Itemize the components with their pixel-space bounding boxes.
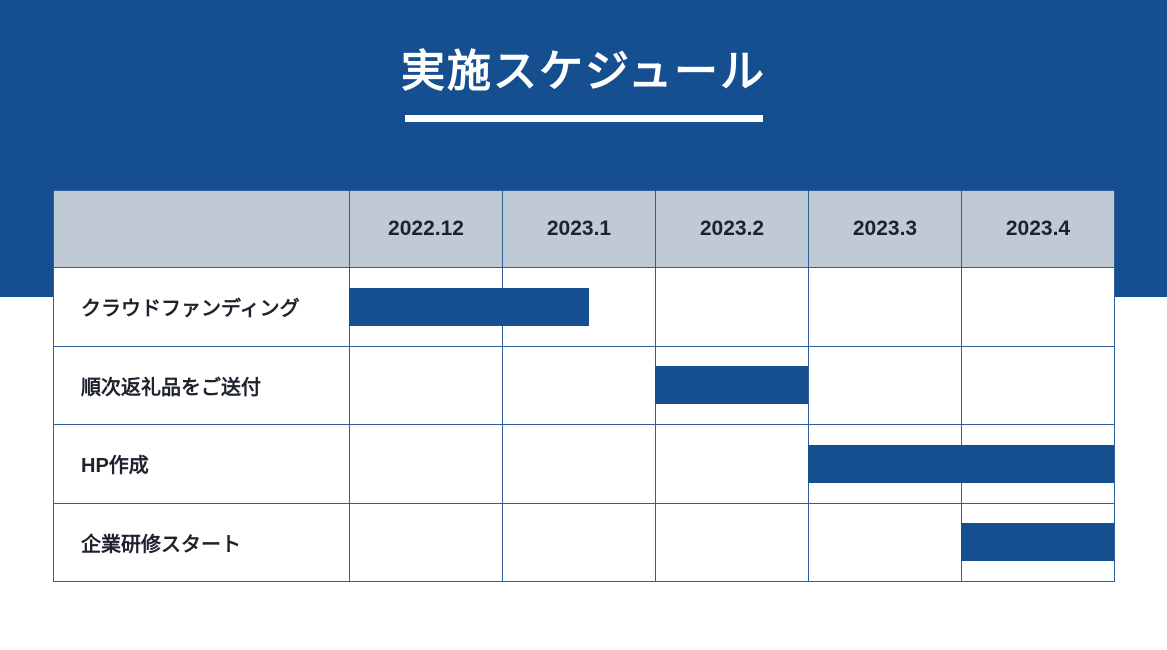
grid-cell (349, 346, 502, 424)
grid-cell (502, 425, 655, 503)
gantt-bar (349, 287, 590, 326)
grid-cell (655, 503, 808, 581)
task-label: クラウドファンディング (54, 268, 349, 346)
gantt-row-cells (349, 503, 1114, 581)
gantt-row-cells (349, 425, 1114, 503)
table-row: 企業研修スタート (54, 502, 1114, 581)
grid-cell (808, 503, 961, 581)
column-header-2023-3: 2023.3 (808, 191, 961, 267)
column-header-2022-12: 2022.12 (349, 191, 502, 267)
gantt-row-cells (349, 346, 1114, 424)
task-label: 企業研修スタート (54, 503, 349, 581)
grid-cell (502, 346, 655, 424)
gantt-bar (808, 444, 1114, 483)
grid-cell (655, 425, 808, 503)
task-label: 順次返礼品をご送付 (54, 346, 349, 424)
grid-cell (655, 268, 808, 346)
task-label: HP作成 (54, 425, 349, 503)
table-row: 順次返礼品をご送付 (54, 345, 1114, 424)
gantt-row-cells (349, 268, 1114, 346)
grid-cell (961, 346, 1114, 424)
column-header-2023-2: 2023.2 (655, 191, 808, 267)
page-title: 実施スケジュール (401, 47, 766, 96)
schedule-gantt-table: 2022.12 2023.1 2023.2 2023.3 2023.4 クラウド… (53, 190, 1115, 582)
grid-cell (502, 503, 655, 581)
column-header-2023-4: 2023.4 (961, 191, 1114, 267)
gantt-bar (961, 523, 1114, 562)
header-cell-empty (54, 191, 349, 267)
title-block: 実施スケジュール (0, 46, 1167, 122)
table-row: クラウドファンディング (54, 267, 1114, 346)
gantt-bar (655, 366, 808, 405)
header-cells: 2022.12 2023.1 2023.2 2023.3 2023.4 (349, 191, 1114, 267)
column-header-2023-1: 2023.1 (502, 191, 655, 267)
table-row: HP作成 (54, 424, 1114, 503)
table-header-row: 2022.12 2023.1 2023.2 2023.3 2023.4 (54, 191, 1114, 267)
grid-cell (349, 503, 502, 581)
grid-cell (961, 268, 1114, 346)
grid-cell (349, 425, 502, 503)
grid-cell (808, 346, 961, 424)
grid-cell (808, 268, 961, 346)
title-underline (404, 114, 763, 122)
